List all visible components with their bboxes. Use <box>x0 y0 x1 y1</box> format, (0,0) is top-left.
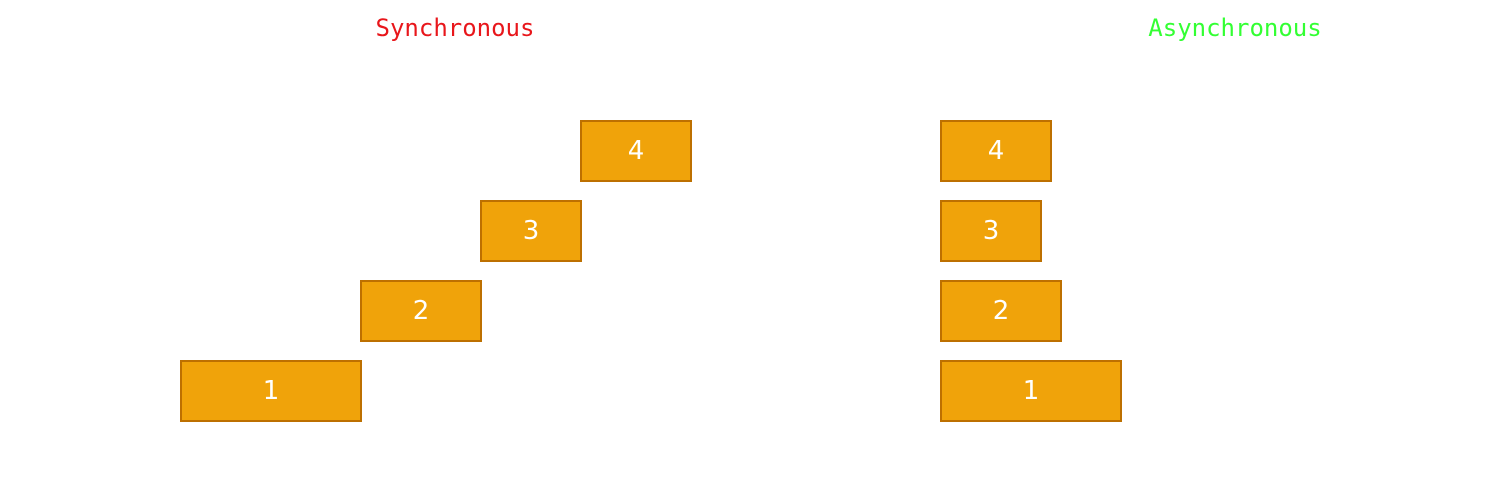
sync-task-2: 2 <box>360 280 482 342</box>
sync-task-1: 1 <box>180 360 362 422</box>
synchronous-title: Synchronous <box>375 14 535 42</box>
async-task-2: 2 <box>940 280 1062 342</box>
sync-task-4: 4 <box>580 120 692 182</box>
async-task-3: 3 <box>940 200 1042 262</box>
async-task-1: 1 <box>940 360 1122 422</box>
sync-task-3: 3 <box>480 200 582 262</box>
asynchronous-title: Asynchronous <box>1148 14 1322 42</box>
async-task-4: 4 <box>940 120 1052 182</box>
